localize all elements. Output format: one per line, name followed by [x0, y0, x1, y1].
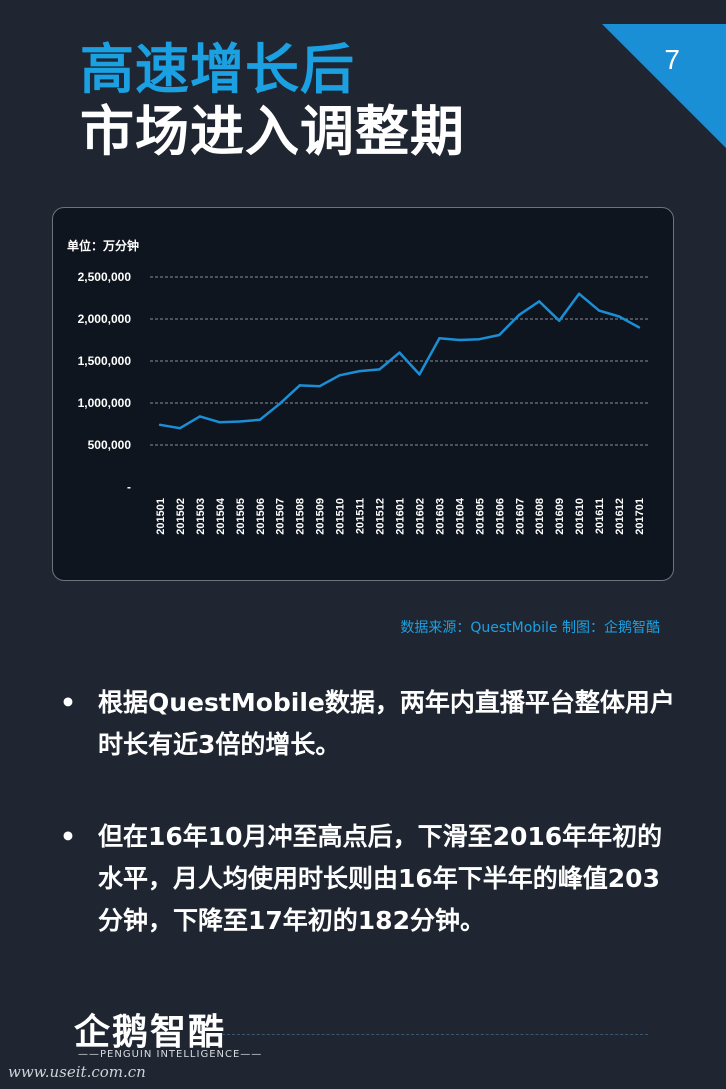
data-point	[318, 385, 321, 388]
x-tick-label: 201502	[175, 498, 187, 535]
data-point	[597, 309, 601, 312]
watermark: www.useit.com.cn	[8, 1063, 146, 1081]
line-chart: 单位：万分钟 - 500,000 1,000,000 1,500,000 2,000,00…	[67, 238, 649, 535]
data-point	[178, 427, 182, 430]
data-point	[637, 326, 641, 329]
x-tick-label: 201603	[434, 498, 446, 535]
y-tick-label: 500,000	[88, 438, 132, 452]
data-point	[298, 384, 301, 387]
x-tick-label: 201512	[375, 498, 387, 535]
data-point	[557, 319, 561, 322]
data-point	[218, 421, 222, 424]
data-point	[158, 423, 162, 427]
y-tick-label: 1,000,000	[78, 396, 132, 410]
data-point	[538, 300, 541, 303]
y-tick-label: 2,000,000	[78, 312, 132, 326]
bullet-text: 但在16年10月冲至高点后，下滑至2016年年初的水平，月人均使用时长则由16年…	[98, 822, 663, 935]
y-tick-label: 2,500,000	[78, 270, 132, 284]
data-point	[378, 368, 381, 371]
bullet-item-2: • 但在16年10月冲至高点后，下滑至2016年年初的水平，月人均使用时长则由1…	[60, 816, 680, 942]
x-tick-label: 201510	[335, 498, 347, 535]
x-tick-label: 201604	[454, 497, 466, 535]
data-point	[458, 338, 461, 342]
brand-logo: 企鹅智酷	[74, 1012, 227, 1053]
brand-logo-subtext: ——PENGUIN INTELLIGENCE——	[78, 1049, 263, 1060]
data-point	[358, 369, 361, 373]
x-tick-label: 201511	[355, 498, 367, 534]
x-tick-label: 201505	[235, 498, 247, 535]
x-tick-label: 201501	[155, 498, 167, 535]
x-tick-label: 201701	[634, 498, 646, 535]
y-tick-label: -	[127, 480, 131, 494]
x-tick-label: 201610	[574, 498, 586, 535]
chart-panel: 单位：万分钟 - 500,000 1,000,000 1,500,000 2,000,00…	[52, 207, 674, 581]
data-point	[198, 415, 202, 418]
source-note: 数据来源：QuestMobile 制图：企鹅智酷	[400, 620, 660, 636]
x-tick-label: 201609	[554, 498, 566, 535]
bullet-item-1: • 根据QuestMobile数据，两年内直播平台整体用户时长有近3倍的增长。	[60, 682, 680, 766]
data-point	[338, 374, 341, 377]
data-point	[577, 292, 581, 295]
x-tick-label: 201509	[315, 498, 327, 535]
footer-divider	[222, 1034, 648, 1035]
data-point	[518, 313, 521, 316]
x-tick-label: 201506	[255, 498, 267, 535]
x-tick-label: 201611	[594, 498, 606, 534]
x-tick-label: 201605	[474, 498, 486, 535]
x-tick-label: 201602	[414, 498, 426, 535]
x-tick-label: 201607	[514, 498, 526, 535]
x-tick-label: 201507	[275, 498, 287, 535]
data-point	[418, 373, 421, 376]
corner-triangle	[602, 24, 726, 148]
data-point	[438, 337, 441, 340]
title-line-1: 高速增长后	[80, 38, 355, 101]
bullet-dot: •	[60, 688, 76, 717]
x-tick-label: 201503	[195, 498, 207, 535]
unit-label: 单位：万分钟	[67, 238, 139, 253]
data-point	[278, 402, 281, 406]
x-tick-label: 201504	[215, 497, 227, 535]
bullet-text: 根据QuestMobile数据，两年内直播平台整体用户时长有近3倍的增长。	[98, 688, 675, 759]
data-point	[258, 418, 261, 421]
data-point	[238, 420, 242, 423]
x-tick-label: 201608	[534, 498, 546, 535]
x-tick-label: 201606	[494, 498, 506, 535]
data-point	[617, 315, 621, 318]
bullet-dot: •	[60, 822, 76, 851]
y-tick-label: 1,500,000	[78, 354, 132, 368]
x-tick-label: 201612	[614, 498, 626, 535]
data-point	[498, 333, 501, 337]
title-line-2: 市场进入调整期	[80, 100, 465, 163]
x-tick-label: 201601	[395, 498, 407, 535]
x-tick-label: 201508	[295, 498, 307, 535]
page-number: 7	[664, 44, 680, 75]
data-point	[398, 351, 401, 354]
data-point	[478, 337, 481, 341]
